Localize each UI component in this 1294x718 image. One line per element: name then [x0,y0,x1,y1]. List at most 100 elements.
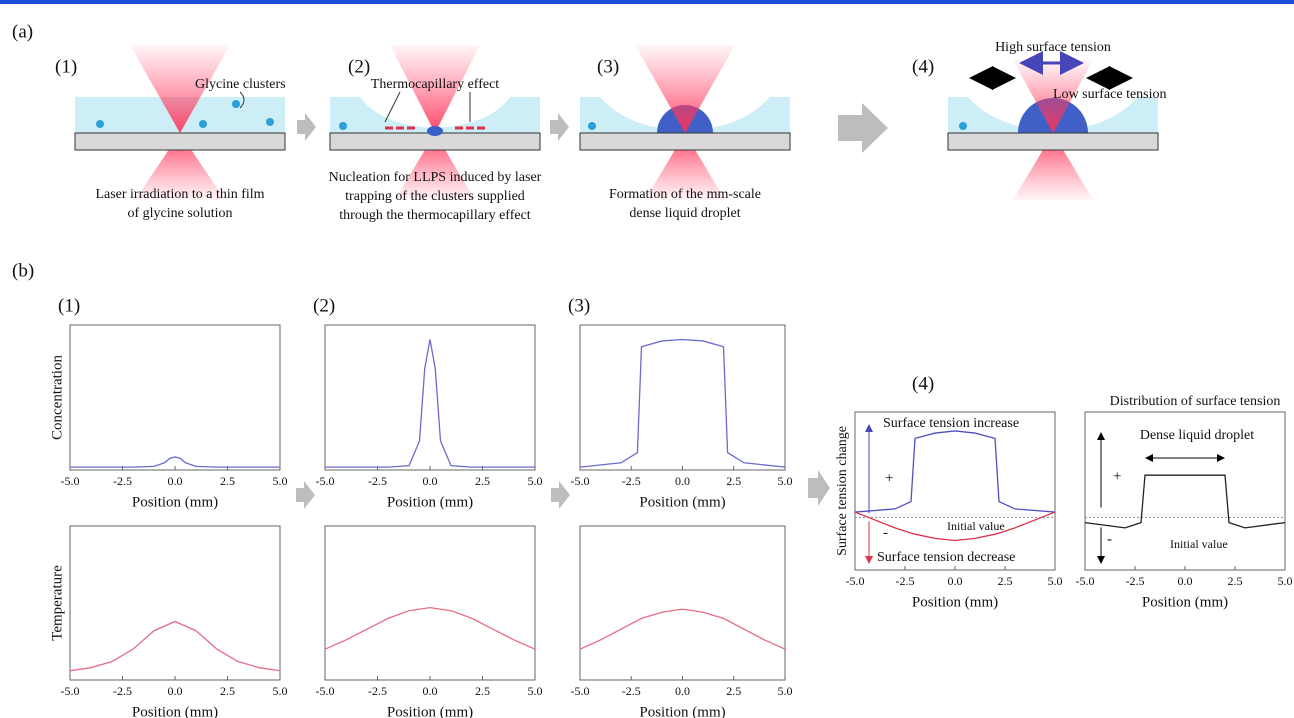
x-tick-label: -5.0 [61,474,80,488]
step-label: (3) [597,56,619,77]
x-tick-label: -5.0 [846,574,865,588]
annotation: Initial value [947,519,1005,533]
schematic [74,45,1159,509]
series-label: Surface tension increase [883,416,1019,431]
x-tick-label: -5.0 [1076,574,1095,588]
x-tick-label: 5.0 [528,474,543,488]
schematic-label: Low surface tension [1053,87,1167,102]
x-tick-label: 2.5 [475,474,490,488]
x-tick-label: 5.0 [273,474,288,488]
y-axis-label: Surface tension change [835,426,850,556]
x-axis-label: Position (mm) [639,704,725,718]
caption: Laser irradiation to a thin film [95,187,264,202]
x-tick-label: -2.5 [1126,574,1145,588]
x-axis-label: Position (mm) [639,494,725,510]
x-tick-label: 0.0 [168,684,183,698]
plot-frame [854,411,1056,571]
x-tick-label: -5.0 [316,474,335,488]
x-tick-label: 5.0 [273,684,288,698]
annotation: + [885,470,893,486]
series-label: Surface tension decrease [877,550,1015,565]
chart-title: (3) [568,295,590,316]
plot-frame [579,324,786,471]
x-tick-label: -2.5 [113,684,132,698]
x-axis-label: Position (mm) [132,494,218,510]
x-tick-label: -2.5 [113,474,132,488]
x-tick-label: -2.5 [368,684,387,698]
x-tick-label: -2.5 [622,684,641,698]
x-tick-label: 0.0 [675,684,690,698]
x-tick-label: -5.0 [61,684,80,698]
line-series [854,430,1056,513]
annotation: - [1107,531,1112,547]
x-tick-label: -5.0 [571,474,590,488]
caption: of glycine solution [128,206,233,221]
plot-frame [69,324,281,471]
annotation: Dense liquid droplet [1140,428,1254,443]
line-series [579,608,786,650]
caption: through the thermocapillary effect [339,208,530,223]
caption: dense liquid droplet [629,206,740,221]
x-tick-label: -5.0 [571,684,590,698]
caption: Formation of the mm-scale [609,187,761,202]
x-tick-label: 2.5 [726,684,741,698]
schematic-label: Glycine clusters [195,77,286,92]
x-tick-label: 5.0 [778,474,793,488]
top-border [0,0,1294,4]
x-tick-label: 2.5 [220,474,235,488]
x-tick-label: 0.0 [948,574,963,588]
x-tick-label: 0.0 [1178,574,1193,588]
panel-label: (b) [12,260,34,281]
schematic-label: Thermocapillary effect [371,77,500,92]
plot-frame [69,525,281,681]
line-series [854,511,1056,542]
line-series [579,338,786,468]
x-tick-label: 2.5 [1228,574,1243,588]
line-series [325,339,535,468]
x-axis-label: Position (mm) [387,494,473,510]
line-series [70,456,280,468]
leader [384,91,471,123]
chart-title: Distribution of surface tension [1110,394,1281,409]
step-label: (1) [55,56,77,77]
plot-frame [579,525,786,681]
x-tick-label: 0.0 [423,684,438,698]
annotation: - [883,525,888,541]
step-label: (2) [348,56,370,77]
x-axis-label: Position (mm) [387,704,473,718]
panel-label: (a) [12,21,33,42]
x-tick-label: 0.0 [675,474,690,488]
step-label: (4) [912,56,934,77]
x-tick-label: 5.0 [1278,574,1293,588]
x-tick-label: 2.5 [220,684,235,698]
line-series [1084,474,1286,529]
panel-label: (4) [912,373,934,394]
x-tick-label: -2.5 [896,574,915,588]
x-tick-label: 5.0 [778,684,793,698]
schematic-label: High surface tension [995,40,1111,55]
annotation: + [1113,468,1121,484]
x-axis-label: Position (mm) [1142,594,1228,610]
plot-frame [324,525,536,681]
x-tick-label: 0.0 [168,474,183,488]
x-tick-label: 2.5 [726,474,741,488]
x-tick-label: 2.5 [475,684,490,698]
line-series [324,606,536,650]
plot-frame [324,324,536,471]
annotation: Initial value [1170,537,1228,551]
x-axis-label: Position (mm) [132,704,218,718]
x-tick-label: 5.0 [1048,574,1063,588]
caption: Nucleation for LLPS induced by laser [329,170,542,185]
x-tick-label: -5.0 [316,684,335,698]
x-tick-label: 0.0 [423,474,438,488]
leader [239,91,245,109]
x-tick-label: -2.5 [368,474,387,488]
x-axis-label: Position (mm) [912,594,998,610]
line-series [69,620,281,672]
chart-title: (1) [58,295,80,316]
x-tick-label: 5.0 [528,684,543,698]
x-tick-label: 2.5 [998,574,1013,588]
